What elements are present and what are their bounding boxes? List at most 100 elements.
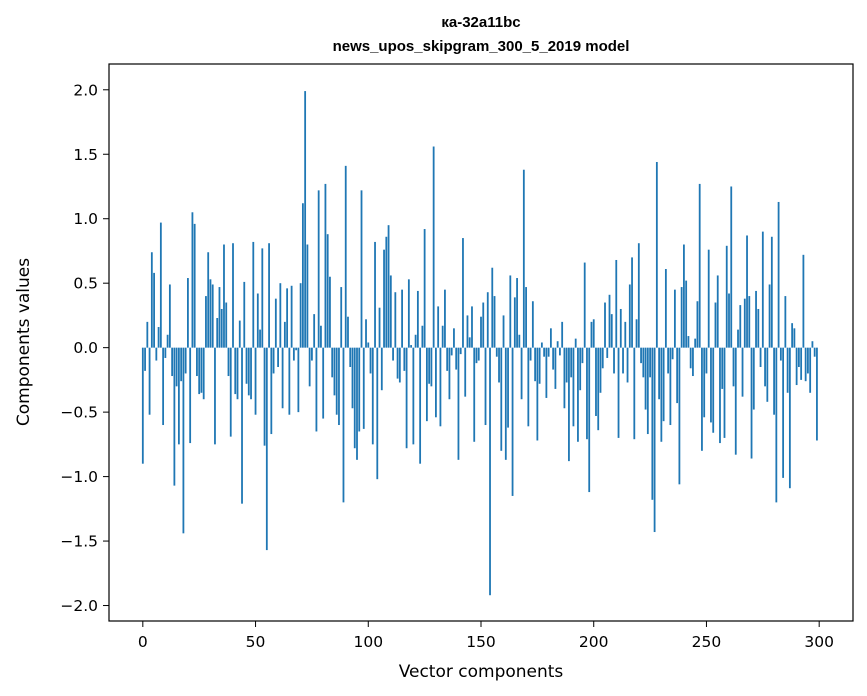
bar [157,327,160,348]
bar [347,316,349,348]
y-tick-label: 0.0 [73,339,98,357]
bar [540,342,543,348]
bar [234,347,237,395]
x-axis-ticks: 0 50 100 150 200 250 300 [138,621,834,651]
bar [608,294,611,348]
bar [536,347,539,441]
bar [457,347,460,460]
bar [177,347,180,445]
bar [297,347,300,413]
bar [351,347,354,409]
bar [283,321,286,348]
bar [599,347,602,393]
bar [732,347,735,387]
bar [281,347,284,409]
bar [509,275,512,348]
bar [405,347,408,449]
bar [734,347,737,455]
bar [196,347,198,377]
x-axis-label: Vector components [399,662,564,682]
bar [148,347,151,415]
bar [448,347,451,400]
bar [241,347,243,504]
bar [254,347,257,415]
y-tick-label: 1.5 [73,146,98,164]
bar [236,347,239,400]
bar [712,347,715,433]
bar [640,347,642,364]
bar [315,347,318,432]
bar [189,347,192,444]
bar [757,308,760,348]
bar [577,347,579,442]
bar [671,347,674,360]
bar [797,347,800,367]
bar [306,244,309,348]
bar [809,347,812,393]
bar [263,347,266,446]
bar [268,243,270,348]
bar [773,347,775,415]
bar [748,296,751,348]
bar [559,347,561,356]
bar [678,347,681,485]
bar [238,320,241,348]
bar [644,347,647,410]
bar [649,347,651,378]
bar [538,347,541,384]
bar [730,186,733,348]
bar [353,347,356,449]
bar [511,347,514,496]
bar [804,347,807,382]
bar [631,257,633,348]
bar [495,347,498,357]
bar [750,347,753,459]
bar [653,347,656,533]
bar [401,289,403,348]
bar [229,347,232,437]
bar [369,347,372,374]
bar [770,236,773,348]
bar [680,287,683,348]
bar [604,302,606,348]
bar [193,223,196,348]
bar [146,321,149,348]
bar [507,347,509,428]
bar [624,321,627,348]
bar [498,347,500,383]
bar [362,347,365,429]
bar [513,297,516,348]
bar [782,347,785,478]
bar [187,278,189,348]
y-tick-label: 0.5 [73,275,98,293]
bar [716,275,719,348]
x-tick-label: 0 [138,633,148,651]
bar [590,321,593,348]
bar [270,347,273,435]
bar [166,334,169,348]
bar [428,347,431,384]
bar [218,287,221,348]
bar [581,347,584,364]
bar [191,212,194,348]
bar [793,328,796,348]
bar [462,238,464,348]
bar [202,347,205,400]
bar [502,315,505,348]
bar [322,347,325,419]
bar [444,289,446,348]
bar [378,307,381,348]
bar [615,259,618,348]
bar [579,347,582,391]
bar [398,347,401,383]
y-axis-label: Components values [14,258,34,426]
bar [396,347,399,379]
bar [223,244,225,348]
bar [414,334,417,348]
bar [360,190,363,348]
bar [633,347,636,440]
x-tick-label: 200 [579,633,609,651]
bar [516,278,518,348]
y-tick-label: 2.0 [73,81,98,99]
